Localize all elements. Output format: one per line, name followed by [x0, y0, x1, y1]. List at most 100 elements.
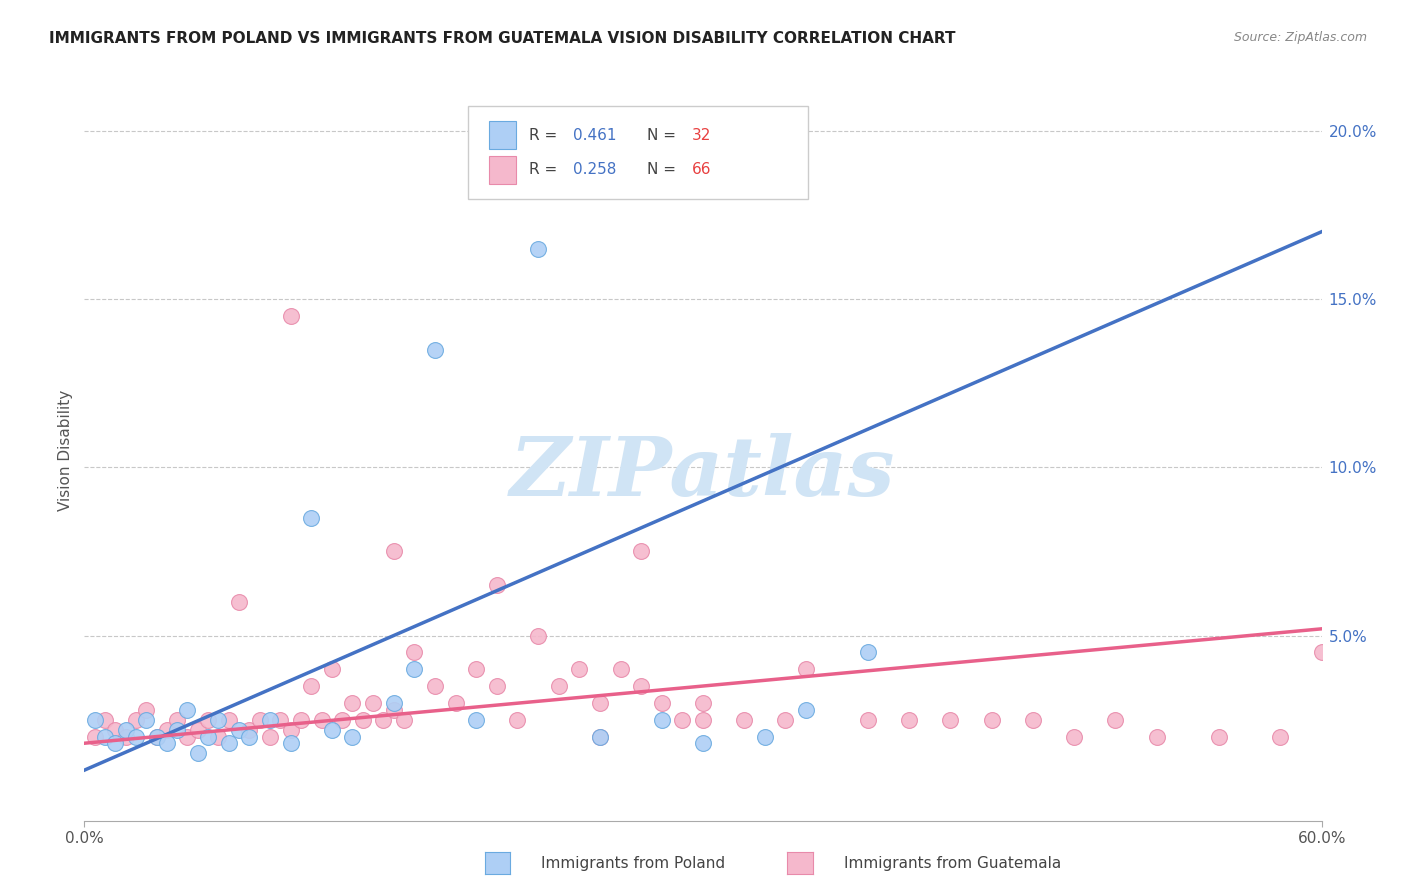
Point [465, 713, 488, 727]
Point [166, 713, 188, 727]
Point [135, 713, 157, 727]
Point [1208, 730, 1230, 744]
Text: 66: 66 [692, 162, 711, 178]
Point [187, 723, 209, 737]
Text: R =: R = [529, 162, 561, 178]
Point [238, 730, 260, 744]
Point [176, 730, 198, 744]
Point [856, 713, 879, 727]
Point [218, 713, 240, 727]
Point [1270, 730, 1292, 744]
Point [321, 662, 343, 676]
Point [176, 703, 198, 717]
Point [547, 679, 569, 693]
Point [1063, 730, 1085, 744]
Point [630, 679, 652, 693]
Point [980, 713, 1002, 727]
Point [382, 696, 405, 710]
Text: 0.258: 0.258 [574, 162, 616, 178]
Point [145, 730, 167, 744]
Point [238, 723, 260, 737]
Text: 0.461: 0.461 [574, 128, 617, 143]
Point [259, 713, 281, 727]
FancyBboxPatch shape [489, 156, 516, 184]
Point [321, 723, 343, 737]
Text: Immigrants from Guatemala: Immigrants from Guatemala [844, 856, 1062, 871]
Point [290, 713, 312, 727]
Point [651, 696, 673, 710]
Point [671, 713, 693, 727]
Point [280, 723, 302, 737]
Point [1310, 645, 1333, 659]
Point [228, 723, 250, 737]
Text: R =: R = [529, 128, 561, 143]
Point [135, 703, 157, 717]
Point [898, 713, 921, 727]
Point [692, 713, 714, 727]
Point [939, 713, 962, 727]
Point [692, 696, 714, 710]
Point [342, 696, 364, 710]
Point [207, 713, 229, 727]
Point [382, 544, 405, 558]
Point [794, 703, 817, 717]
Point [83, 730, 105, 744]
Point [465, 662, 488, 676]
Point [589, 730, 612, 744]
Point [485, 578, 508, 592]
Point [156, 736, 179, 750]
Point [269, 713, 291, 727]
Point [218, 736, 240, 750]
Point [156, 723, 179, 737]
Text: ZIPatlas: ZIPatlas [510, 433, 896, 513]
Point [166, 723, 188, 737]
Point [527, 242, 550, 256]
Point [1146, 730, 1168, 744]
Point [94, 713, 117, 727]
Point [311, 713, 333, 727]
Point [114, 730, 136, 744]
Point [794, 662, 817, 676]
Point [630, 544, 652, 558]
Point [692, 736, 714, 750]
Point [280, 309, 302, 323]
Point [187, 747, 209, 761]
Point [568, 662, 591, 676]
Point [589, 730, 612, 744]
Text: N =: N = [647, 162, 681, 178]
FancyBboxPatch shape [489, 121, 516, 149]
Point [392, 713, 415, 727]
Point [444, 696, 467, 710]
Point [856, 645, 879, 659]
Point [361, 696, 384, 710]
Point [589, 696, 612, 710]
Point [207, 730, 229, 744]
Text: Immigrants from Poland: Immigrants from Poland [541, 856, 725, 871]
Point [259, 730, 281, 744]
Point [423, 679, 446, 693]
Point [352, 713, 374, 727]
Point [404, 645, 426, 659]
Point [125, 730, 148, 744]
Point [299, 679, 322, 693]
Point [754, 730, 776, 744]
Point [404, 662, 426, 676]
Point [609, 662, 631, 676]
Point [83, 713, 105, 727]
Point [249, 713, 271, 727]
Point [1022, 713, 1045, 727]
Point [104, 723, 127, 737]
Point [423, 343, 446, 357]
Point [506, 713, 529, 727]
Point [197, 730, 219, 744]
Point [485, 679, 508, 693]
Point [1104, 713, 1126, 727]
Text: IMMIGRANTS FROM POLAND VS IMMIGRANTS FROM GUATEMALA VISION DISABILITY CORRELATIO: IMMIGRANTS FROM POLAND VS IMMIGRANTS FRO… [49, 31, 956, 46]
Point [330, 713, 353, 727]
Text: N =: N = [647, 128, 681, 143]
Point [299, 510, 322, 524]
Point [651, 713, 673, 727]
Point [373, 713, 395, 727]
Text: 32: 32 [692, 128, 711, 143]
Point [94, 730, 117, 744]
